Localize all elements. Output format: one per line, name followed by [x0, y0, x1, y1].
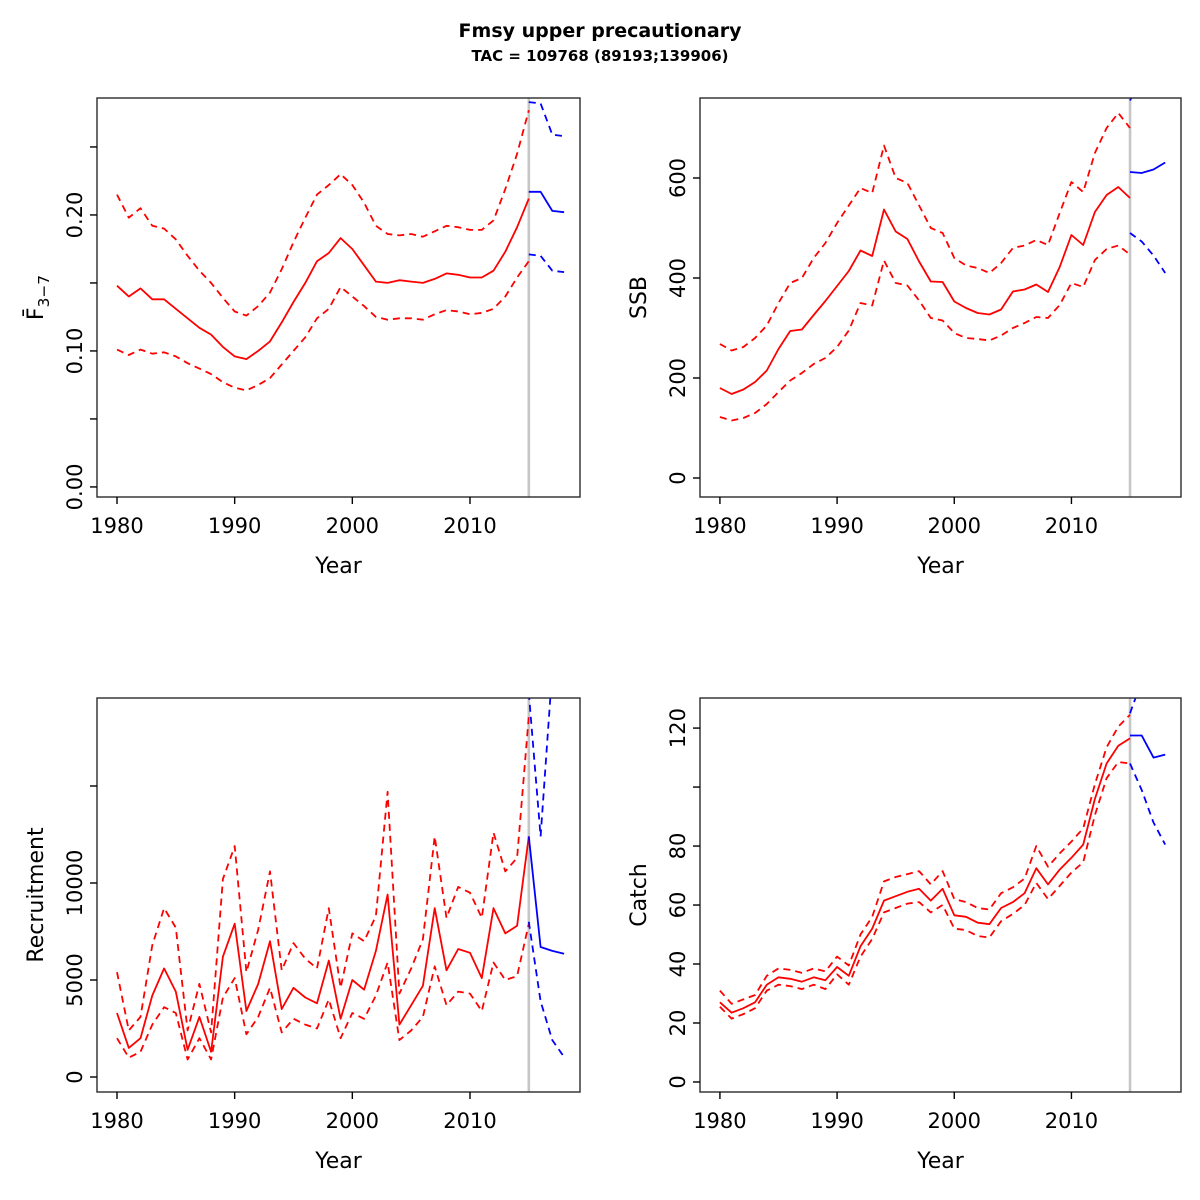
x-axis-title: Year: [314, 1149, 363, 1174]
panel-recruitment: 1980 1990 2000 2010 0 5000 10000 Year Recruitmen…: [24, 697, 581, 1174]
recruitment-forecast-lower-ci-line: [527, 921, 565, 1058]
x-tick-label: 1990: [208, 1109, 261, 1133]
panel-border: [96, 97, 581, 498]
x-tick-label: 2000: [928, 514, 981, 538]
recruitment-forecast-median-line: [527, 836, 565, 955]
fbar-upper-ci-line: [116, 109, 530, 317]
x-axis-title: Year: [916, 554, 965, 579]
x-tick-label: 1990: [810, 1109, 863, 1133]
y-axis-title: SSB: [627, 276, 652, 319]
y-tick-label: 20: [666, 1010, 690, 1037]
y-tick-label: 40: [666, 951, 690, 978]
panel-border: [96, 697, 581, 1093]
x-axis-title: Year: [916, 1149, 965, 1174]
fbar-forecast-median-line: [528, 190, 565, 214]
figure-subtitle: TAC = 109768 (89193;139906): [471, 47, 729, 65]
ssb-forecast-lower-ci-line: [1129, 232, 1166, 274]
y-tick-label: 80: [666, 833, 690, 860]
y-tick-label: 60: [666, 892, 690, 919]
recruitment-forecast-upper-ci-line: [528, 698, 552, 838]
x-tick-label: 1980: [90, 1109, 143, 1133]
figure-title: Fmsy upper precautionary: [458, 20, 742, 42]
panel-fbar: 1980 1990 2000 2010 0.00 0.10 0.20 Year F̄3−7: [23, 97, 581, 579]
y-tick-label: 0.20: [63, 192, 87, 239]
x-tick-label: 2010: [1045, 514, 1098, 538]
y-tick-label: 10000: [63, 850, 87, 917]
x-tick-label: 1990: [208, 514, 261, 538]
catch-median-line: [719, 737, 1131, 1014]
y-tick-label: 0: [666, 1075, 690, 1088]
x-tick-label: 2000: [928, 1109, 981, 1133]
y-axis-title: F̄3−7: [23, 275, 53, 320]
x-axis-title: Year: [314, 554, 363, 579]
x-tick-label: 2010: [443, 1109, 496, 1133]
ssb-lower-ci-line: [719, 244, 1131, 422]
x-tick-label: 1990: [810, 514, 863, 538]
recruitment-upper-ci-line: [116, 716, 530, 1034]
x-tick-label: 2010: [1045, 1109, 1098, 1133]
catch-forecast-median-line: [1130, 734, 1166, 759]
y-tick-label: 0: [666, 471, 690, 484]
recruitment-median-line: [116, 836, 530, 1053]
y-tick-label: 0.00: [63, 464, 87, 511]
ssb-forecast-upper-ci-line: [1129, 98, 1133, 101]
x-tick-label: 1980: [693, 514, 746, 538]
panel-catch: 1980 1990 2000 2010 0 20 40 60 80 120 Year Catch: [627, 697, 1182, 1174]
y-axis-title: Catch: [627, 863, 652, 927]
catch-lower-ci-line: [719, 761, 1131, 1020]
x-tick-label: 2010: [443, 514, 496, 538]
y-axis-title: Recruitment: [24, 827, 49, 963]
y-tick-label: 600: [666, 158, 690, 198]
ssb-median-line: [719, 186, 1131, 395]
catch-upper-ci-line: [719, 714, 1131, 1005]
x-tick-label: 2000: [326, 514, 379, 538]
y-tick-label: 0: [63, 1070, 87, 1083]
fbar-forecast-upper-ci-line: [528, 101, 565, 137]
panel-ssb: 1980 1990 2000 2010 0 200 400 600 Year SSB: [627, 97, 1182, 579]
y-tick-label: 0.10: [63, 328, 87, 375]
fbar-median-line: [116, 198, 530, 361]
x-tick-label: 2000: [326, 1109, 379, 1133]
fbar-lower-ci-line: [116, 260, 530, 392]
panel-border: [699, 97, 1182, 498]
x-tick-label: 1980: [90, 514, 143, 538]
ssb-upper-ci-line: [719, 112, 1131, 352]
x-tick-label: 1980: [693, 1109, 746, 1133]
fbar-forecast-lower-ci-line: [528, 253, 565, 273]
panel-border: [699, 697, 1182, 1093]
y-tick-label: 200: [666, 358, 690, 398]
y-tick-label: 400: [666, 258, 690, 298]
recruitment-lower-ci-line: [116, 923, 530, 1061]
y-tick-label: 5000: [63, 953, 87, 1006]
catch-forecast-lower-ci-line: [1129, 763, 1166, 846]
ssb-forecast-median-line: [1129, 161, 1166, 174]
y-tick-label: 120: [666, 708, 690, 748]
